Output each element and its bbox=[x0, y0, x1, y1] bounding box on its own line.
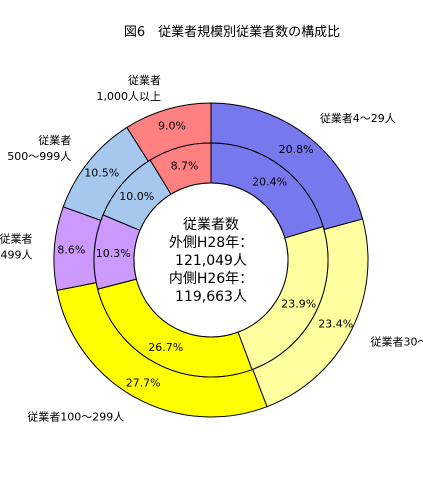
outer-percent-label-0: 20.8% bbox=[279, 143, 314, 156]
center-area bbox=[133, 182, 289, 338]
category-label-3-0: 従業者 bbox=[0, 233, 33, 246]
center-text-line-2: 121,049人 bbox=[175, 253, 247, 269]
outer-percent-label-3: 8.6% bbox=[57, 243, 85, 256]
category-label-2-0: 従業者100～299人 bbox=[27, 411, 124, 424]
inner-percent-label-5: 8.7% bbox=[171, 160, 199, 173]
percent-labels: 20.8% 23.4% 27.7% 8.6% 10.5% 9.0% 20.4% 23.9% 26… bbox=[57, 120, 353, 390]
inner-percent-label-2: 26.7% bbox=[148, 341, 183, 354]
category-label-0-0: 従業者4～29人 bbox=[320, 112, 396, 125]
category-label-5-0: 従業者 bbox=[128, 74, 161, 87]
chart-title: 図6 従業者規模別従業者数の構成比 bbox=[124, 24, 340, 40]
center-disc bbox=[133, 182, 289, 338]
inner-percent-label-3: 10.3% bbox=[96, 247, 131, 260]
center-text-line-1: 外側H28年： bbox=[169, 235, 253, 251]
outer-percent-label-5: 9.0% bbox=[158, 120, 186, 133]
outer-ring bbox=[53, 102, 369, 418]
outer-percent-label-4: 10.5% bbox=[84, 166, 119, 179]
inner-percent-label-4: 10.0% bbox=[119, 190, 154, 203]
category-label-4-1: 500～999人 bbox=[7, 150, 71, 163]
category-label-1-0: 従業者30～99人 bbox=[370, 335, 423, 348]
outer-percent-label-1: 23.4% bbox=[318, 318, 353, 331]
outer-percent-label-2: 27.7% bbox=[126, 376, 161, 389]
category-label-5-1: 1,000人以上 bbox=[97, 90, 162, 103]
center-text-line-4: 119,663人 bbox=[175, 289, 247, 305]
inner-percent-label-1: 23.9% bbox=[281, 298, 316, 311]
inner-percent-label-0: 20.4% bbox=[252, 175, 287, 188]
category-label-4-0: 従業者 bbox=[38, 134, 71, 147]
center-text-line-3: 内側H26年： bbox=[169, 271, 253, 287]
category-labels: 従業者4～29人従業者30～99人従業者100～299人従業者300～499人従… bbox=[0, 74, 423, 423]
category-label-3-1: 300～499人 bbox=[0, 249, 33, 262]
center-text-line-0: 従業者数 bbox=[183, 217, 239, 233]
